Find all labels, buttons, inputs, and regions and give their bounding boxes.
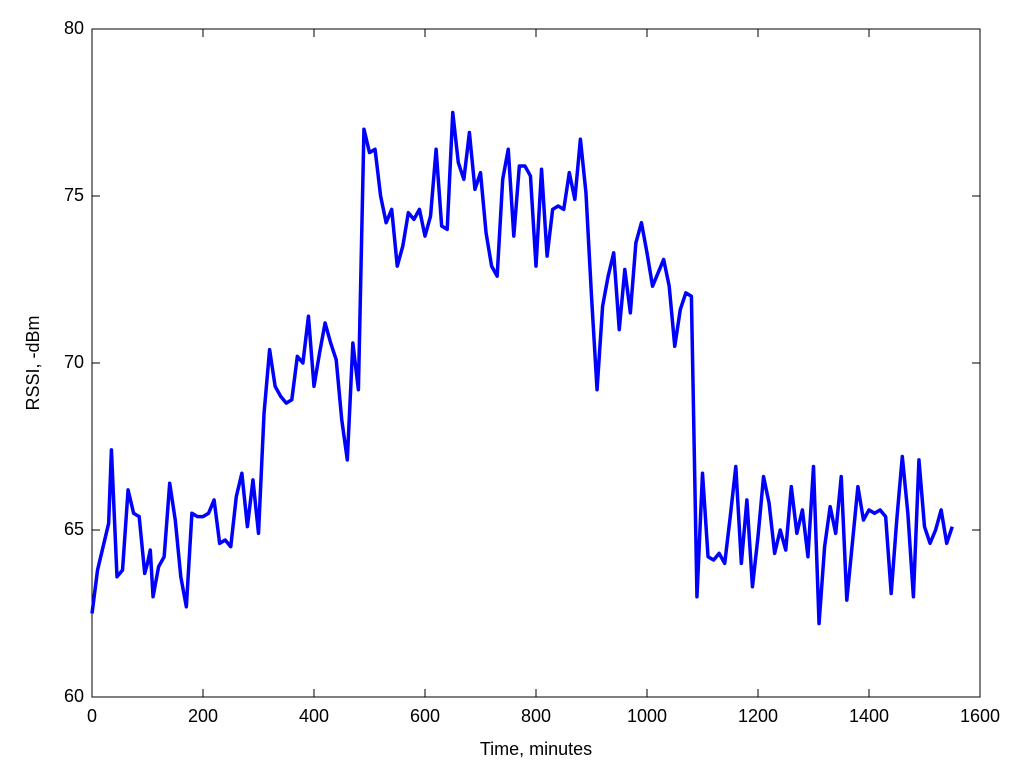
data-line <box>90 110 954 626</box>
x-tick-label: 400 <box>299 706 329 726</box>
y-tick-label: 70 <box>64 352 84 372</box>
x-tick-label: 200 <box>188 706 218 726</box>
x-tick-label: 0 <box>87 706 97 726</box>
y-tick-label: 75 <box>64 185 84 205</box>
x-tick-label: 800 <box>521 706 551 726</box>
plot-frame <box>91 28 981 698</box>
x-tick-label: 600 <box>410 706 440 726</box>
y-axis-label: RSSI, -dBm <box>23 315 43 410</box>
x-axis-label: Time, minutes <box>480 739 592 759</box>
x-tick-label: 1000 <box>627 706 667 726</box>
x-tick-label: 1200 <box>738 706 778 726</box>
x-tick-label: 1600 <box>960 706 1000 726</box>
y-tick-label: 65 <box>64 519 84 539</box>
y-tick-label: 60 <box>64 686 84 706</box>
y-tick-label: 80 <box>64 18 84 38</box>
x-tick-label: 1400 <box>849 706 889 726</box>
